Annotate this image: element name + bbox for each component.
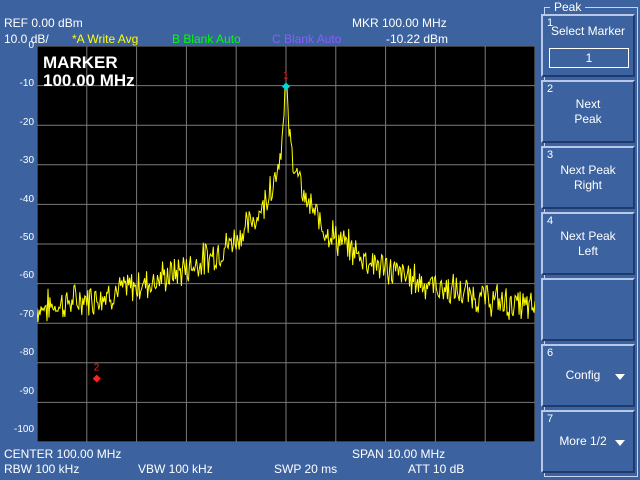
span: SPAN 10.00 MHz (352, 447, 446, 461)
y-tick-label: -50 (19, 232, 34, 243)
attenuation: ATT 10 dB (408, 462, 465, 476)
softkey-number: 3 (547, 149, 554, 161)
markers: 12 (92, 70, 290, 383)
marker-2-symbol (92, 374, 101, 383)
ref-level-label: REF 0.00 dBm (4, 16, 83, 30)
submenu-arrow-icon (615, 440, 625, 446)
softkey-number: 2 (547, 83, 554, 95)
softkey-next-peak[interactable]: 2 Next Peak (541, 80, 635, 143)
select-marker-value[interactable]: 1 (549, 48, 629, 68)
trace-a-status: *A Write Avg (72, 32, 139, 46)
y-tick-label: 0 (28, 40, 34, 51)
softkey-next-peak-right[interactable]: 3 Next Peak Right (541, 146, 635, 209)
sweep-time: SWP 20 ms (274, 462, 338, 476)
softkey-next-peak-left[interactable]: 4 Next Peak Left (541, 212, 635, 275)
scale-label: 10.0 dB/ (4, 32, 49, 46)
softkey-label: Next Peak Right (560, 163, 616, 192)
y-tick-label: -100 (13, 424, 34, 435)
softkey-config[interactable]: 6 Config (541, 344, 635, 407)
softkey-panel-title: Peak (550, 0, 586, 14)
y-tick-label: -70 (19, 308, 34, 320)
softkey-label: Config (565, 368, 601, 382)
marker-1-label: 1 (283, 70, 289, 81)
trace-c-status: C Blank Auto (272, 32, 342, 46)
softkey-label: Next Peak Left (560, 229, 616, 258)
graticule (36, 45, 536, 443)
center-frequency: CENTER 100.00 MHz (4, 447, 122, 461)
softkey-label: Next Peak (574, 97, 602, 126)
softkey-number: 7 (547, 413, 554, 425)
softkey-label: More 1/2 (559, 434, 607, 448)
softkey-label: Select Marker (550, 24, 626, 38)
trace-b-status: B Blank Auto (172, 32, 241, 46)
softkey-number: 4 (547, 215, 554, 227)
marker-frequency-readout: MKR 100.00 MHz (352, 16, 447, 30)
y-tick-label: -20 (19, 116, 34, 128)
softkey-number: 1 (547, 17, 554, 29)
marker-level-readout: -10.22 dBm (386, 32, 449, 46)
softkey-select-marker[interactable]: 1 Select Marker 1 (541, 14, 635, 77)
softkey-number: 6 (547, 347, 554, 359)
vbw: VBW 100 kHz (138, 462, 213, 476)
y-tick-label: -80 (19, 347, 34, 359)
marker-1-symbol (282, 82, 290, 91)
y-tick-label: -40 (19, 193, 34, 205)
submenu-arrow-icon (615, 374, 625, 380)
marker-readout-value: 100.00 MHz (43, 71, 135, 90)
marker-2-label: 2 (94, 363, 100, 374)
marker-readout-title: MARKER (43, 53, 118, 72)
spectrum-plot: 12 (36, 45, 536, 443)
softkey-blank[interactable] (541, 278, 635, 341)
y-tick-label: -60 (19, 270, 34, 282)
y-tick-label: -30 (19, 155, 34, 167)
y-tick-label: -10 (19, 78, 34, 90)
y-tick-label: -90 (19, 385, 34, 397)
softkey-more[interactable]: 7 More 1/2 (541, 410, 635, 473)
rbw: RBW 100 kHz (4, 462, 80, 476)
